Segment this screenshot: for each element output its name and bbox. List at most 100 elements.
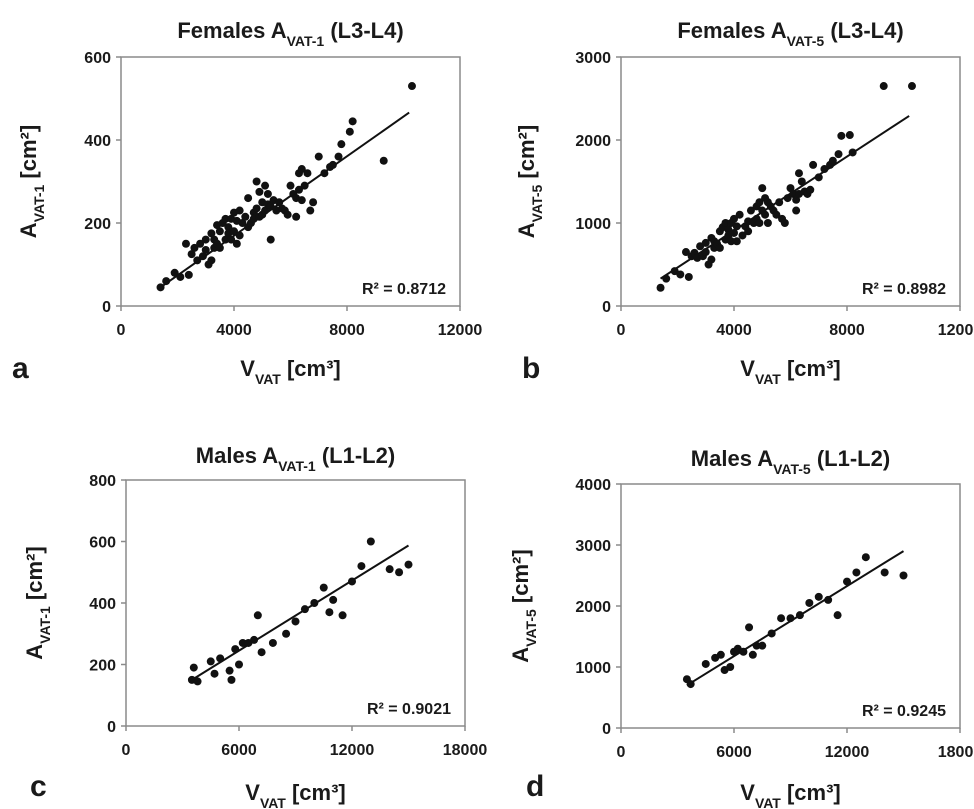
trendline bbox=[686, 550, 905, 687]
panel-title-base: Females A bbox=[177, 18, 286, 43]
data-point bbox=[735, 210, 744, 219]
data-point bbox=[266, 202, 275, 211]
panel-title: Females AVAT-1 (L3-L4) bbox=[177, 18, 403, 49]
data-point bbox=[292, 212, 301, 221]
data-point bbox=[294, 185, 303, 194]
x-tick-label: 4000 bbox=[716, 322, 752, 339]
data-point bbox=[809, 160, 818, 169]
data-point bbox=[701, 238, 710, 247]
data-point bbox=[250, 635, 259, 644]
data-point bbox=[795, 611, 804, 620]
x-tick-label: 6000 bbox=[716, 744, 752, 761]
data-point bbox=[189, 663, 198, 672]
data-point bbox=[206, 657, 215, 666]
x-axis-title-base: V bbox=[245, 780, 260, 805]
plot-frame bbox=[120, 56, 461, 307]
data-point bbox=[207, 256, 216, 265]
x-axis-title-sub: VAT bbox=[260, 795, 286, 809]
data-point bbox=[227, 235, 236, 244]
data-point bbox=[701, 248, 710, 257]
data-point bbox=[297, 196, 306, 205]
data-point bbox=[745, 623, 754, 632]
panel-title-rest: (L3-L4) bbox=[824, 18, 903, 43]
data-point bbox=[238, 219, 247, 227]
x-axis-title-base: V bbox=[740, 356, 755, 381]
data-point bbox=[170, 268, 179, 277]
y-axis-title-sub: VAT-5 bbox=[529, 184, 545, 222]
data-point bbox=[775, 198, 784, 207]
data-point bbox=[732, 222, 741, 231]
x-tick-label: 18000 bbox=[443, 742, 488, 759]
data-point bbox=[777, 614, 786, 623]
data-point bbox=[156, 283, 165, 292]
x-tick-label: 18000 bbox=[938, 744, 974, 761]
data-point bbox=[225, 666, 234, 675]
data-point bbox=[701, 659, 710, 668]
x-tick-label: 8000 bbox=[329, 322, 365, 339]
data-point bbox=[806, 185, 815, 194]
data-point bbox=[379, 156, 388, 165]
y-axis-title-base: A bbox=[508, 647, 533, 663]
data-point bbox=[235, 660, 243, 669]
panel-letter: a bbox=[12, 352, 29, 385]
data-point bbox=[196, 239, 205, 248]
x-tick-label: 8000 bbox=[829, 322, 865, 339]
data-point bbox=[314, 152, 323, 161]
x-axis-title: VVAT [cm³] bbox=[740, 780, 841, 809]
data-point bbox=[257, 648, 266, 657]
data-point bbox=[303, 169, 312, 178]
y-axis-title-base: A bbox=[514, 222, 539, 238]
data-point bbox=[252, 204, 261, 213]
data-point bbox=[334, 152, 343, 161]
data-point bbox=[235, 231, 244, 240]
data-point bbox=[730, 214, 738, 223]
data-point bbox=[837, 131, 846, 140]
panel-title-base: Males A bbox=[691, 446, 773, 471]
x-axis-title: VVAT [cm³] bbox=[240, 356, 341, 387]
y-tick-label: 2000 bbox=[575, 599, 611, 616]
data-point bbox=[716, 650, 725, 659]
data-point bbox=[407, 82, 416, 91]
y-tick-label: 0 bbox=[107, 719, 116, 736]
y-tick-label: 0 bbox=[102, 299, 111, 316]
data-point bbox=[767, 629, 776, 638]
x-tick-label: 12000 bbox=[825, 744, 870, 761]
data-point bbox=[230, 227, 238, 236]
panel-title-rest: (L3-L4) bbox=[324, 18, 403, 43]
x-tick-label: 6000 bbox=[221, 742, 257, 759]
data-point bbox=[814, 592, 823, 601]
panel-title: Females AVAT-5 (L3-L4) bbox=[677, 18, 903, 49]
data-point bbox=[662, 274, 671, 283]
data-point bbox=[385, 565, 394, 574]
y-axis-title-sub: VAT-5 bbox=[523, 609, 539, 647]
panel-title-base: Females A bbox=[677, 18, 786, 43]
data-point bbox=[232, 239, 241, 248]
data-point bbox=[291, 617, 300, 626]
x-axis-title: VVAT [cm³] bbox=[740, 356, 841, 387]
data-point bbox=[325, 608, 334, 617]
data-point bbox=[907, 82, 916, 91]
data-point bbox=[755, 219, 764, 227]
panel-d: 0 1000 2000 3000 4000 0 6000 12000 18000 R² = 0.9… bbox=[508, 446, 974, 809]
data-point bbox=[786, 614, 795, 623]
y-axis-title: AVAT-1 [cm²] bbox=[22, 546, 53, 659]
y-tick-label: 4000 bbox=[575, 477, 611, 494]
panel-title-sub: VAT-1 bbox=[278, 458, 316, 474]
data-point bbox=[345, 127, 354, 136]
panel-letter: b bbox=[522, 352, 540, 385]
y-tick-label: 600 bbox=[89, 535, 116, 552]
data-point bbox=[235, 206, 244, 215]
data-point bbox=[758, 184, 767, 193]
x-tick-label: 12000 bbox=[438, 322, 483, 339]
x-tick-label: 12000 bbox=[330, 742, 375, 759]
data-point bbox=[310, 599, 319, 607]
data-point bbox=[215, 243, 224, 252]
data-point bbox=[224, 223, 233, 232]
data-point bbox=[283, 210, 292, 219]
panel-letter: c bbox=[30, 770, 47, 803]
y-tick-label: 1000 bbox=[575, 216, 611, 233]
data-point bbox=[201, 235, 210, 244]
x-tick-label: 0 bbox=[617, 322, 626, 339]
data-point bbox=[238, 638, 247, 647]
